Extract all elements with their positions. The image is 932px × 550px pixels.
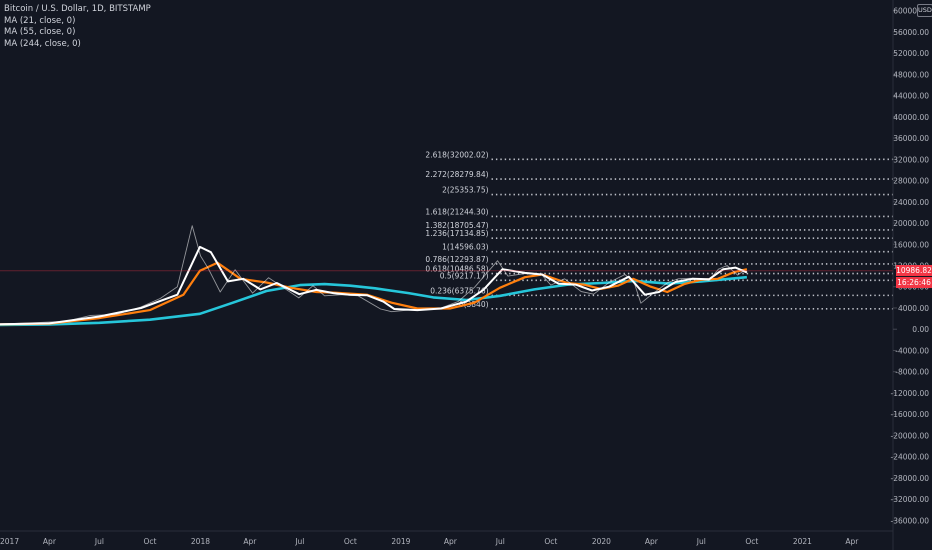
x-tick-label: Jul bbox=[495, 537, 505, 546]
fibonacci-extension[interactable]: 2.618(32002.02) 2.272(28279.84) 2(25353.75… bbox=[425, 150, 893, 310]
y-tick-label: 24000.00 bbox=[893, 198, 929, 207]
x-tick-label: Oct bbox=[344, 537, 357, 546]
x-tick-label: Jul bbox=[294, 537, 304, 546]
x-tick-label: Jul bbox=[696, 537, 706, 546]
legend-ma-244[interactable]: MA (244, close, 0) bbox=[4, 38, 81, 49]
y-tick-label: 36000.00 bbox=[893, 134, 929, 143]
x-tick-label: 2021 bbox=[793, 537, 812, 546]
y-tick-label: 48000.00 bbox=[893, 70, 929, 79]
fib-level-label: 0.236(6375.76) bbox=[430, 286, 488, 295]
x-tick-label: 2019 bbox=[391, 537, 410, 546]
y-tick-label: -28000.00 bbox=[891, 474, 930, 483]
fib-level-label: 2(25353.75) bbox=[442, 186, 488, 195]
y-tick-label: 56000.00 bbox=[893, 28, 929, 37]
x-tick-label: 2020 bbox=[592, 537, 611, 546]
y-tick-label: 0.00 bbox=[912, 325, 929, 334]
y-tick-label: 52000.00 bbox=[893, 49, 929, 58]
x-tick-label: Apr bbox=[845, 537, 859, 546]
y-tick-label: -16000.00 bbox=[891, 410, 930, 419]
legend-ma-55[interactable]: MA (55, close, 0) bbox=[4, 27, 76, 37]
y-tick-label: -20000.00 bbox=[891, 431, 930, 440]
currency-badge[interactable]: USD bbox=[917, 4, 932, 17]
y-tick-label: 16000.00 bbox=[893, 240, 929, 249]
y-tick-label: 40000.00 bbox=[893, 113, 929, 122]
chart-legend: Bitcoin / U.S. Dollar, 1D, BITSTAMP MA (… bbox=[4, 4, 151, 50]
x-tick-label: Apr bbox=[243, 537, 257, 546]
fib-level-label: 2.618(32002.02) bbox=[425, 150, 488, 159]
y-tick-label: -24000.00 bbox=[891, 453, 930, 462]
x-tick-label: Oct bbox=[143, 537, 156, 546]
y-tick-label: 28000.00 bbox=[893, 177, 929, 186]
x-tick-label: Oct bbox=[544, 537, 557, 546]
x-tick-label: Apr bbox=[43, 537, 57, 546]
y-tick-label: -4000.00 bbox=[895, 346, 929, 355]
x-tick-label: 2018 bbox=[191, 537, 210, 546]
time-axis[interactable]: 2017 Apr Jul Oct 2018 Apr Jul Oct 2019 Apr Jul Oct 2… bbox=[0, 537, 859, 546]
fib-level-label: 1(14596.03) bbox=[442, 243, 488, 252]
y-tick-label: 32000.00 bbox=[893, 155, 929, 164]
y-tick-label: -36000.00 bbox=[891, 516, 930, 525]
x-tick-label: Apr bbox=[444, 537, 458, 546]
x-tick-label: Jul bbox=[94, 537, 104, 546]
x-tick-label: 2017 bbox=[0, 537, 19, 546]
bar-countdown-tag: 16:26:46 bbox=[896, 276, 932, 288]
legend-symbol-title[interactable]: Bitcoin / U.S. Dollar, 1D, BITSTAMP bbox=[4, 4, 151, 14]
y-tick-label: -32000.00 bbox=[891, 495, 930, 504]
y-tick-label: 44000.00 bbox=[893, 92, 929, 101]
fib-level-label: 0.618(10486.58) bbox=[425, 265, 488, 274]
fib-level-label: 2.272(28279.84) bbox=[425, 170, 488, 179]
x-tick-label: Apr bbox=[645, 537, 659, 546]
legend-ma-21[interactable]: MA (21, close, 0) bbox=[4, 15, 76, 26]
series-ma55-line bbox=[0, 261, 748, 326]
fib-level-label: 0.5(9217.17) bbox=[440, 271, 489, 280]
y-tick-label: -12000.00 bbox=[891, 389, 930, 398]
y-tick-label: -8000.00 bbox=[895, 368, 929, 377]
x-tick-label: Oct bbox=[745, 537, 758, 546]
y-tick-label: 60000.00 bbox=[893, 7, 929, 16]
series-ma21-line bbox=[0, 245, 748, 326]
y-tick-label: 20000.00 bbox=[893, 219, 929, 228]
fib-level-label: 1.382(18705.47) bbox=[425, 221, 488, 230]
fib-level-label: 0(3840) bbox=[459, 300, 489, 309]
fib-level-label: 0.786(12293.87) bbox=[425, 255, 488, 264]
last-price-tag: 10986.82 bbox=[896, 265, 932, 277]
y-tick-label: 4000.00 bbox=[898, 304, 929, 313]
fib-level-label: 1.236(17134.85) bbox=[425, 229, 488, 238]
fib-level-label: 1.618(21244.30) bbox=[425, 207, 488, 216]
